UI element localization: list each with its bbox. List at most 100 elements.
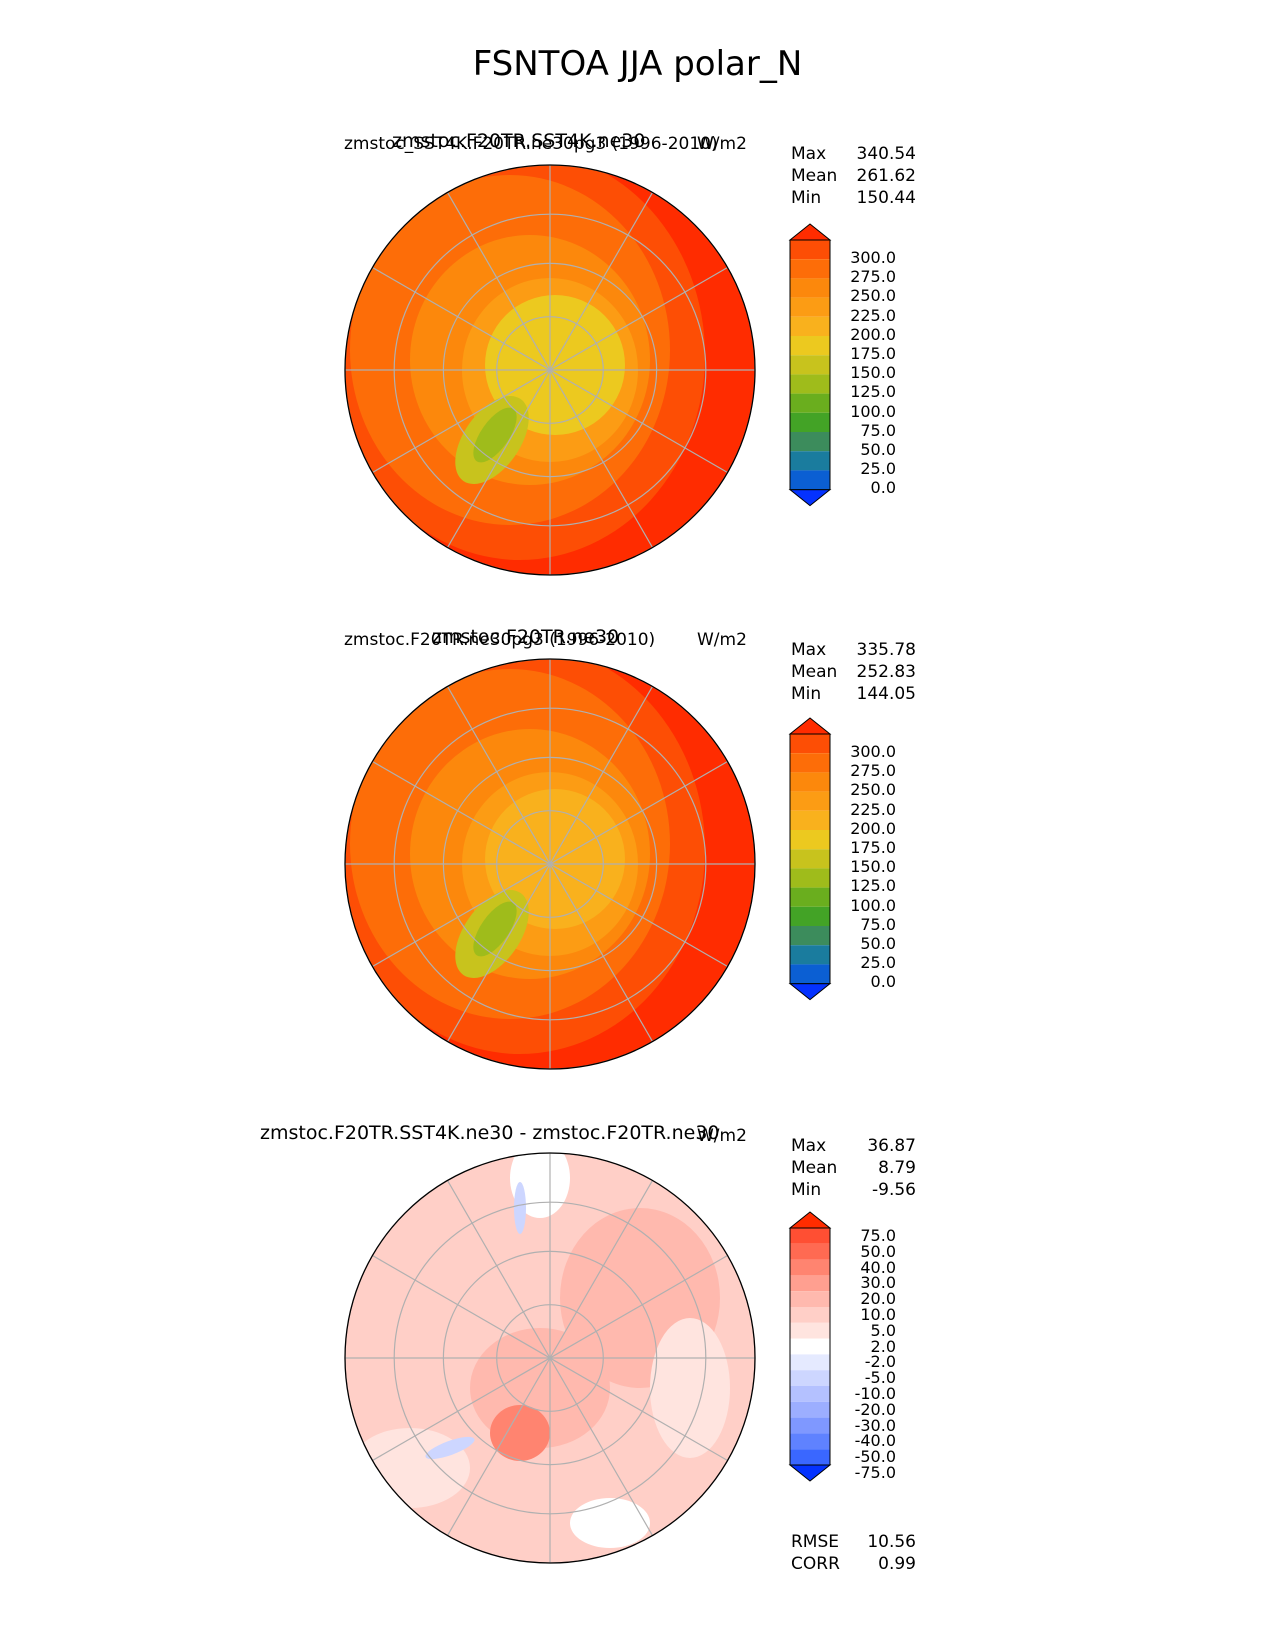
colorbar-tick-label: 25.0	[860, 459, 896, 479]
colorbar-segment	[790, 1417, 830, 1434]
panel-2-max-value: 335.78	[856, 640, 916, 660]
colorbar-tick-label: 50.0	[860, 440, 896, 459]
colorbar-segment	[790, 1370, 830, 1386]
panel-2-mean-value: 252.83	[856, 662, 916, 682]
colorbar-segment	[790, 849, 830, 869]
colorbar-frame	[789, 239, 831, 491]
colorbar-segment	[790, 753, 830, 773]
colorbar-segment	[790, 772, 830, 792]
colorbar-segment	[790, 1386, 830, 1402]
field-negative	[425, 1436, 475, 1460]
colorbar-tick-label: 175.0	[850, 344, 896, 363]
field-greenland-core	[473, 901, 517, 957]
meridian-line	[372, 1254, 728, 1462]
panel-2-title: zmstoc.F20TR.ne30	[432, 626, 620, 648]
colorbar-segment	[790, 1243, 830, 1260]
colorbar-tick-label: 300.0	[850, 742, 896, 761]
colorbar-tick-label: -5.0	[864, 1368, 896, 1388]
colorbar-tick-label: -10.0	[854, 1384, 896, 1403]
field-greenland-warm	[490, 1405, 550, 1461]
colorbar-segment	[790, 734, 830, 754]
colorbar-segment	[790, 259, 830, 279]
colorbar-tick-label: 200.0	[850, 818, 896, 838]
colorbar-segment	[790, 412, 830, 432]
colorbar-segment	[790, 887, 830, 907]
colorbar-segment	[790, 926, 830, 946]
map-2-outline	[344, 658, 756, 1070]
panel-3-units: W/m2	[697, 1126, 747, 1146]
panel-2-ref-long-title: zmstoc.F20TR.ne30pg3 (1996-2010)	[344, 630, 656, 650]
panel-3-mean-label: Mean	[791, 1158, 838, 1178]
colorbar-tick-label: 50.0	[860, 1241, 896, 1261]
map-1-outline	[344, 164, 756, 576]
colorbar-tick-label: 150.0	[850, 363, 896, 383]
field-greenland-core	[473, 407, 517, 463]
colorbar-segment	[790, 470, 830, 490]
panel-1-min-value: 150.44	[856, 188, 916, 208]
colorbar-tick-label: 225.0	[850, 799, 896, 819]
colorbar-tick-label: 2.0	[870, 1336, 896, 1356]
colorbar-tick-label: 275.0	[850, 761, 896, 781]
colorbar-tick-label: 40.0	[860, 1257, 896, 1277]
colorbar-tick-label: -30.0	[854, 1415, 896, 1435]
field-negative	[514, 1182, 526, 1234]
colorbar-tick-label: 0.0	[870, 478, 896, 498]
panel-2-units: W/m2	[697, 630, 747, 650]
colorbar-tick-label: 125.0	[850, 382, 896, 402]
map-2-field	[345, 659, 755, 1069]
colorbar-frame	[789, 1227, 831, 1466]
panel-1-max-label: Max	[791, 144, 827, 164]
corr-value: 0.99	[878, 1554, 916, 1574]
panel-2-min-value: 144.05	[856, 684, 916, 704]
colorbar-tick-label: -40.0	[854, 1431, 896, 1451]
panel-3-max-label: Max	[791, 1136, 827, 1156]
colorbar-over-arrow	[788, 1211, 832, 1229]
colorbar-segment	[790, 297, 830, 317]
colorbar-tick-label: 0.0	[870, 972, 896, 992]
colorbar-tick-label: 75.0	[860, 420, 896, 440]
colorbar-segment	[790, 1338, 830, 1355]
colorbar-tick-label: 100.0	[850, 895, 896, 915]
colorbar-segment	[790, 906, 830, 926]
colorbar-1	[788, 223, 832, 507]
panel-2-mean-label: Mean	[791, 662, 838, 682]
colorbar-segment	[790, 868, 830, 888]
colorbar-segment	[790, 791, 830, 811]
colorbar-tick-label: 275.0	[850, 267, 896, 287]
colorbar-tick-label: 175.0	[850, 838, 896, 857]
colorbar-segment	[790, 451, 830, 471]
panel-3-min-label: Min	[791, 1180, 822, 1200]
colorbar-segment	[790, 1275, 830, 1292]
panel-1-min-label: Min	[791, 188, 822, 208]
colorbar-tick-label: 100.0	[850, 401, 896, 421]
colorbar-tick-label: -75.0	[854, 1463, 896, 1482]
colorbar-tick-label: 30.0	[860, 1273, 896, 1293]
rmse-label: RMSE	[791, 1532, 840, 1552]
colorbar-tick-label: 75.0	[860, 914, 896, 934]
panel-1-max-value: 340.54	[856, 144, 916, 164]
colorbar-segment	[790, 810, 830, 830]
panel-2-max-label: Max	[791, 640, 827, 660]
colorbar-tick-label: -50.0	[854, 1447, 896, 1467]
colorbar-frame	[789, 733, 831, 985]
colorbar-tick-label: -20.0	[854, 1399, 896, 1419]
figure-title: FSNTOA JJA polar_N	[472, 44, 803, 84]
panel-3-max-value: 36.87	[867, 1136, 916, 1156]
colorbar-segment	[790, 316, 830, 336]
panel-1-mean-label: Mean	[791, 166, 838, 186]
colorbar-segment	[790, 1433, 830, 1450]
colorbar-under-arrow	[788, 489, 832, 507]
colorbar-segment	[790, 830, 830, 850]
colorbar-tick-label: 20.0	[860, 1289, 896, 1309]
colorbar-tick-label: -2.0	[864, 1352, 896, 1372]
panel-1-mean-value: 261.62	[856, 166, 916, 186]
meridian-line	[372, 760, 728, 968]
colorbar-segment	[790, 1322, 830, 1339]
colorbar-3	[788, 1211, 832, 1482]
colorbar-segment	[790, 945, 830, 965]
colorbar-tick-label: 75.0	[860, 1226, 896, 1245]
map-1-graticule	[345, 165, 755, 575]
colorbar-tick-label: 250.0	[850, 286, 896, 306]
panel-1-test-long-title: zmstoc_SST4K.F20TR.ne30pg3 (1996-2010)	[344, 134, 718, 154]
